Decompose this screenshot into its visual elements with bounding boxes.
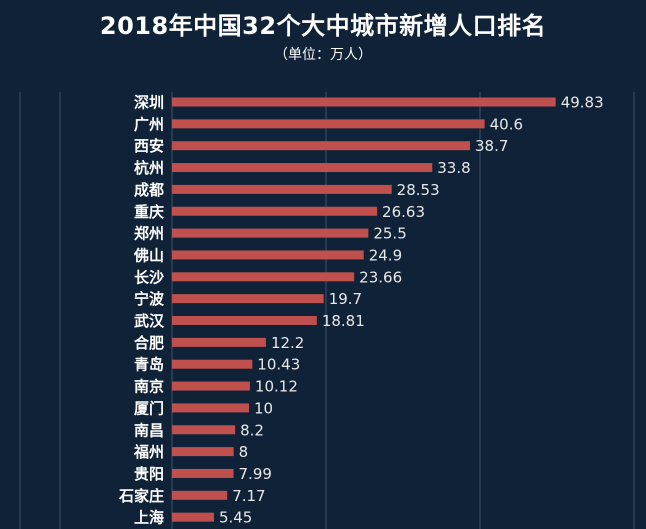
value-label: 10.12 [255, 378, 298, 396]
bar-12 [172, 359, 253, 369]
value-label: 23.66 [359, 268, 402, 286]
value-label: 25.5 [373, 225, 406, 243]
category-label: 青岛 [134, 356, 164, 374]
bar-11 [172, 337, 266, 347]
page-subtitle: （单位：万人） [274, 47, 372, 63]
bar-14 [172, 403, 249, 413]
value-label: 7.17 [232, 487, 265, 505]
bar-17 [172, 468, 234, 478]
bar-16 [172, 447, 234, 457]
category-label: 西安 [134, 137, 164, 155]
bar-10 [172, 316, 317, 325]
bar-7 [172, 250, 364, 260]
category-label: 合肥 [133, 334, 164, 352]
bar-2 [172, 141, 470, 151]
bar-19 [172, 512, 214, 522]
category-label: 杭州 [134, 159, 164, 177]
bar-8 [172, 272, 355, 282]
category-label: 南昌 [134, 421, 164, 439]
category-label: 上海 [134, 509, 164, 527]
bar-9 [172, 294, 324, 304]
value-label: 40.6 [490, 115, 523, 133]
bar-18 [172, 490, 228, 500]
bar-15 [172, 425, 236, 435]
category-label: 长沙 [134, 268, 164, 286]
page-title: 2018年中国32个大中城市新增人口排名 [99, 12, 547, 40]
category-label: 重庆 [134, 203, 164, 221]
value-label: 10 [254, 399, 273, 417]
bar-1 [172, 119, 485, 129]
category-label: 石家庄 [118, 487, 164, 505]
category-label: 福州 [133, 443, 164, 461]
category-label: 厦门 [134, 399, 164, 417]
bar-0 [172, 97, 556, 107]
value-label: 7.99 [239, 465, 272, 483]
value-label: 5.45 [219, 509, 252, 527]
value-label: 49.83 [561, 94, 604, 112]
bar-5 [172, 206, 378, 216]
value-label: 8 [239, 443, 249, 461]
labels: 深圳 49.83 广州 40.6 西安 38.7 杭州 33.8 成都 28.53 重庆 26.63 郑… [118, 94, 604, 527]
bar-3 [172, 163, 433, 173]
category-label: 成都 [134, 181, 164, 199]
category-label: 郑州 [134, 225, 164, 243]
category-label: 佛山 [133, 246, 164, 264]
category-label: 深圳 [134, 94, 164, 112]
value-label: 12.2 [271, 334, 304, 352]
bar-4 [172, 184, 392, 194]
value-label: 8.2 [240, 421, 264, 439]
value-label: 19.7 [329, 290, 362, 308]
value-label: 10.43 [257, 356, 300, 374]
category-label: 贵阳 [134, 465, 164, 483]
category-label: 广州 [134, 115, 164, 133]
value-label: 38.7 [475, 137, 508, 155]
bars [172, 97, 556, 522]
value-label: 24.9 [369, 246, 402, 264]
category-label: 宁波 [134, 290, 165, 308]
category-label: 武汉 [134, 312, 165, 330]
gridlines [19, 92, 635, 529]
value-label: 26.63 [382, 203, 425, 221]
category-label: 南京 [134, 378, 164, 396]
bar-6 [172, 228, 369, 238]
bar-13 [172, 381, 250, 391]
value-label: 28.53 [397, 181, 440, 199]
value-label: 33.8 [437, 159, 470, 177]
value-label: 18.81 [322, 312, 365, 330]
